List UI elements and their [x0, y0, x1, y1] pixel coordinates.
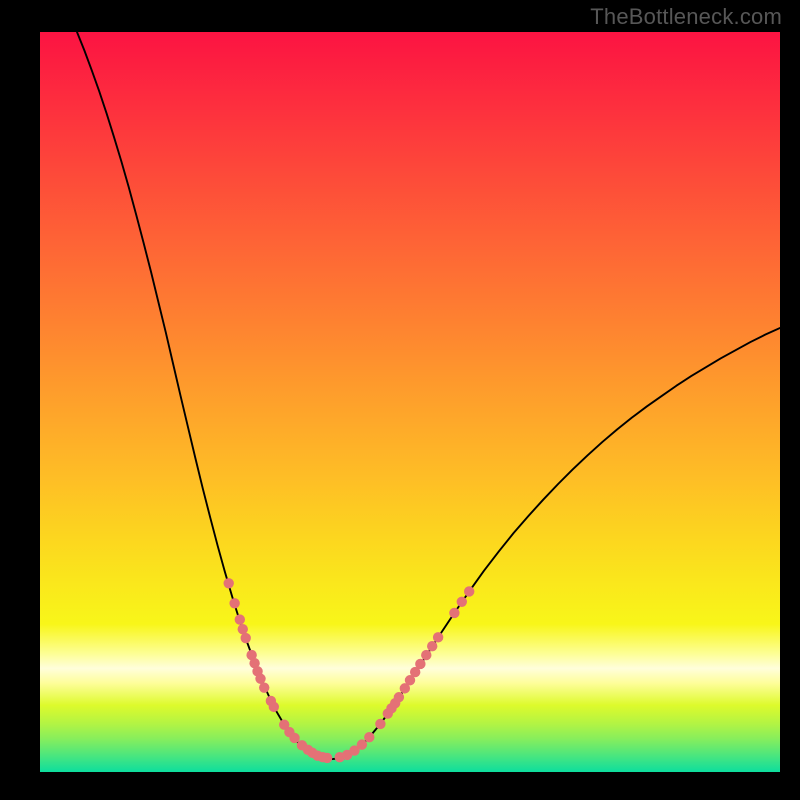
data-marker [241, 633, 251, 643]
data-marker [364, 732, 374, 742]
data-marker [269, 702, 279, 712]
data-marker [427, 641, 437, 651]
chart-plot-area [40, 32, 780, 772]
data-marker [464, 586, 474, 596]
data-marker [357, 739, 367, 749]
chart-background [40, 32, 780, 772]
data-marker [421, 650, 431, 660]
data-marker [224, 578, 234, 588]
watermark-text: TheBottleneck.com [590, 4, 782, 30]
data-marker [375, 719, 385, 729]
data-marker [235, 614, 245, 624]
data-marker [449, 608, 459, 618]
data-marker [322, 753, 332, 763]
data-marker [259, 682, 269, 692]
data-marker [394, 692, 404, 702]
data-marker [255, 674, 265, 684]
data-marker [415, 659, 425, 669]
data-marker [433, 632, 443, 642]
data-marker [457, 597, 467, 607]
bottleneck-chart [40, 32, 780, 772]
data-marker [229, 598, 239, 608]
data-marker [289, 733, 299, 743]
data-marker [238, 624, 248, 634]
